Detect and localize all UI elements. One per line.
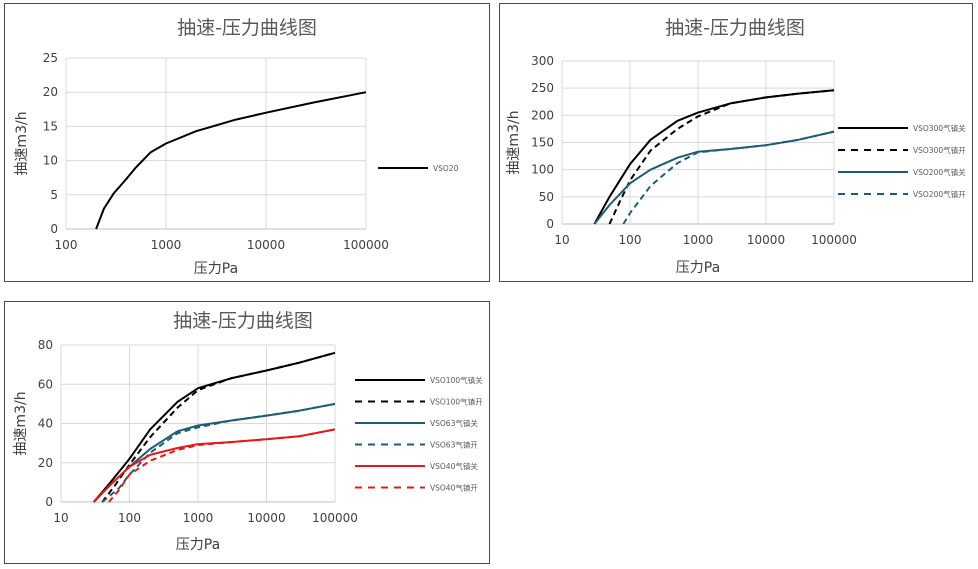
- chart-vso20: 抽速-压力曲线图 0 5 10 15 20 25 100 1000 10000 100000 压力Pa…: [14, 17, 459, 277]
- x-tick-label: 10000: [247, 511, 285, 525]
- x-tick-label: 100000: [312, 511, 358, 525]
- legend-entry-label: VSO100气镇开: [430, 397, 483, 407]
- series-line: [108, 428, 336, 503]
- y-tick-label: 25: [43, 51, 58, 65]
- y-axis-label: 抽速m3/h: [14, 111, 30, 175]
- chart-panel-vso100-vso63-vso40: 抽速-压力曲线图 0 20 40 60 80 10 100 1000 10000 100000 压力P…: [4, 301, 490, 564]
- y-tick-label: 15: [43, 119, 58, 133]
- y-tick-label: 150: [531, 136, 554, 150]
- y-tick-label: 0: [50, 222, 58, 236]
- x-tick-label: 10000: [747, 233, 785, 247]
- y-tick-label: 200: [531, 108, 554, 122]
- y-tick-label: 0: [546, 217, 554, 231]
- chart-panel-vso20: 抽速-压力曲线图 0 5 10 15 20 25 100 1000 10000 100000 压力Pa…: [4, 3, 490, 282]
- series-line: [622, 130, 835, 225]
- y-tick-label: 40: [38, 417, 53, 431]
- x-tick-label: 100: [118, 511, 141, 525]
- chart-vso100-vso63-vso40: 抽速-压力曲线图 0 20 40 60 80 10 100 1000 10000 100000 压力P…: [13, 310, 483, 553]
- x-tick-label: 100000: [343, 238, 389, 252]
- chart-panel-vso300-vso200: 抽速-压力曲线图 0 50 100 150 200 250 300 10 100 1000 10000…: [499, 3, 973, 282]
- y-tick-label: 10: [43, 154, 58, 168]
- x-axis-label: 压力Pa: [176, 537, 220, 553]
- x-tick-label: 10: [53, 511, 68, 525]
- legend-entry-label: VSO20: [433, 164, 459, 173]
- legend-entry-label: VSO100气镇关: [430, 375, 483, 385]
- x-tick-label: 100: [619, 233, 642, 247]
- series-line: [95, 91, 367, 230]
- series-line: [608, 89, 835, 225]
- chart-title: 抽速-压力曲线图: [173, 310, 313, 332]
- x-tick-label: 10000: [247, 238, 285, 252]
- y-tick-label: 50: [539, 190, 554, 204]
- y-tick-label: 5: [50, 188, 58, 202]
- x-axis-label: 压力Pa: [676, 260, 720, 276]
- legend-entry-label: VSO40气镇开: [430, 483, 478, 493]
- x-tick-label: 1000: [151, 238, 182, 252]
- y-tick-label: 0: [45, 495, 53, 509]
- y-tick-label: 60: [38, 377, 53, 391]
- y-tick-label: 80: [38, 338, 53, 352]
- x-axis-label: 压力Pa: [194, 261, 238, 277]
- x-tick-label: 1000: [183, 511, 214, 525]
- chart-title: 抽速-压力曲线图: [665, 17, 805, 39]
- x-tick-label: 10: [554, 233, 569, 247]
- y-tick-label: 20: [38, 456, 53, 470]
- chart-title: 抽速-压力曲线图: [177, 17, 317, 39]
- series-line: [92, 351, 336, 503]
- legend-entry-label: VSO300气镇开: [913, 145, 966, 155]
- legend-entry-label: VSO63气镇开: [430, 440, 478, 450]
- y-axis-label: 抽速m3/h: [13, 391, 29, 455]
- y-tick-label: 20: [43, 85, 58, 99]
- x-tick-label: 100: [55, 238, 78, 252]
- x-tick-label: 100000: [811, 233, 857, 247]
- x-tick-label: 1000: [683, 233, 714, 247]
- legend-entry-label: VSO200气镇关: [913, 167, 966, 177]
- series-line: [101, 351, 336, 503]
- legend-entry-label: VSO40气镇关: [430, 461, 478, 471]
- y-tick-label: 100: [531, 163, 554, 177]
- y-tick-label: 250: [531, 81, 554, 95]
- y-axis-label: 抽速m3/h: [506, 110, 522, 174]
- chart-vso300-vso200: 抽速-压力曲线图 0 50 100 150 200 250 300 10 100 1000 10000…: [506, 17, 966, 276]
- legend-entry-label: VSO200气镇开: [913, 189, 966, 199]
- y-tick-label: 300: [531, 54, 554, 68]
- legend-entry-label: VSO300气镇关: [913, 123, 966, 133]
- legend-entry-label: VSO63气镇关: [430, 418, 478, 428]
